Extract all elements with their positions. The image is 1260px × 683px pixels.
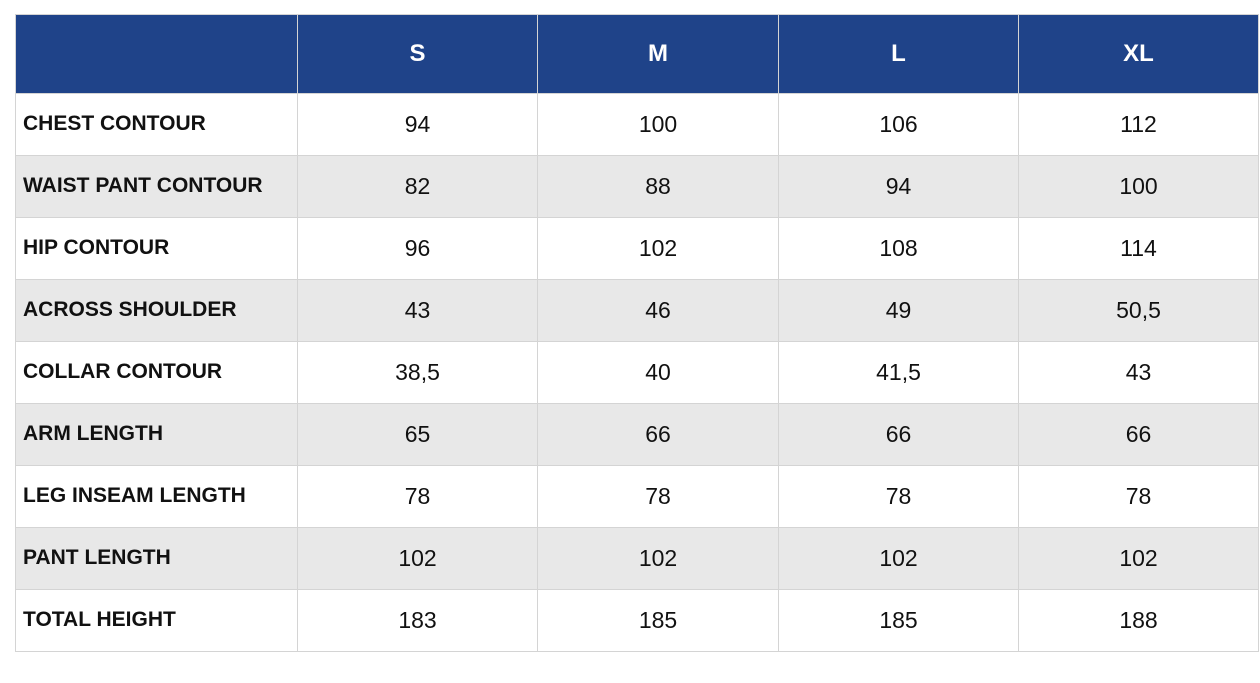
- measure-cell: 100: [1018, 155, 1259, 218]
- measure-cell: 185: [778, 589, 1019, 652]
- table-row: TOTAL HEIGHT 183 185 185 188: [15, 589, 1259, 652]
- measure-cell: 50,5: [1018, 279, 1259, 342]
- row-label: LEG INSEAM LENGTH: [15, 465, 298, 528]
- table-row: WAIST PANT CONTOUR 82 88 94 100: [15, 155, 1259, 218]
- measure-cell: 102: [778, 527, 1019, 590]
- table-row: COLLAR CONTOUR 38,5 40 41,5 43: [15, 341, 1259, 404]
- measure-cell: 38,5: [297, 341, 538, 404]
- measure-cell: 102: [297, 527, 538, 590]
- table-row: ARM LENGTH 65 66 66 66: [15, 403, 1259, 466]
- table-row: LEG INSEAM LENGTH 78 78 78 78: [15, 465, 1259, 528]
- measure-cell: 106: [778, 93, 1019, 156]
- measure-cell: 114: [1018, 217, 1259, 280]
- measure-cell: 100: [537, 93, 779, 156]
- measure-cell: 43: [1018, 341, 1259, 404]
- measure-cell: 108: [778, 217, 1019, 280]
- measure-cell: 66: [1018, 403, 1259, 466]
- row-label: HIP CONTOUR: [15, 217, 298, 280]
- measure-cell: 102: [1018, 527, 1259, 590]
- measure-cell: 78: [537, 465, 779, 528]
- measure-cell: 102: [537, 217, 779, 280]
- measure-cell: 43: [297, 279, 538, 342]
- measure-cell: 88: [537, 155, 779, 218]
- table-body: CHEST CONTOUR 94 100 106 112 WAIST PANT CONTO…: [15, 93, 1259, 652]
- row-label: ARM LENGTH: [15, 403, 298, 466]
- size-header: L: [778, 14, 1019, 94]
- row-label: CHEST CONTOUR: [15, 93, 298, 156]
- measure-cell: 78: [297, 465, 538, 528]
- row-label: ACROSS SHOULDER: [15, 279, 298, 342]
- measure-cell: 41,5: [778, 341, 1019, 404]
- measure-cell: 82: [297, 155, 538, 218]
- measure-cell: 78: [778, 465, 1019, 528]
- measure-cell: 188: [1018, 589, 1259, 652]
- measure-cell: 49: [778, 279, 1019, 342]
- measure-cell: 183: [297, 589, 538, 652]
- size-table: S M L XL CHEST CONTOUR 94 100 106 112 WAIST PANT…: [15, 14, 1259, 652]
- table-header: S M L XL: [15, 14, 1259, 94]
- measure-cell: 40: [537, 341, 779, 404]
- measure-cell: 94: [778, 155, 1019, 218]
- row-label: TOTAL HEIGHT: [15, 589, 298, 652]
- measure-cell: 94: [297, 93, 538, 156]
- size-header: XL: [1018, 14, 1259, 94]
- row-label: PANT LENGTH: [15, 527, 298, 590]
- measure-cell: 102: [537, 527, 779, 590]
- measure-cell: 46: [537, 279, 779, 342]
- table-row: CHEST CONTOUR 94 100 106 112: [15, 93, 1259, 156]
- header-row: S M L XL: [15, 14, 1259, 94]
- measure-cell: 96: [297, 217, 538, 280]
- row-label: COLLAR CONTOUR: [15, 341, 298, 404]
- measure-cell: 65: [297, 403, 538, 466]
- measure-cell: 78: [1018, 465, 1259, 528]
- table-row: HIP CONTOUR 96 102 108 114: [15, 217, 1259, 280]
- measure-cell: 66: [537, 403, 779, 466]
- row-label: WAIST PANT CONTOUR: [15, 155, 298, 218]
- size-header: M: [537, 14, 779, 94]
- measure-cell: 66: [778, 403, 1019, 466]
- measure-cell: 185: [537, 589, 779, 652]
- table-row: PANT LENGTH 102 102 102 102: [15, 527, 1259, 590]
- table-row: ACROSS SHOULDER 43 46 49 50,5: [15, 279, 1259, 342]
- size-header: S: [297, 14, 538, 94]
- measure-cell: 112: [1018, 93, 1259, 156]
- corner-cell: [15, 14, 298, 94]
